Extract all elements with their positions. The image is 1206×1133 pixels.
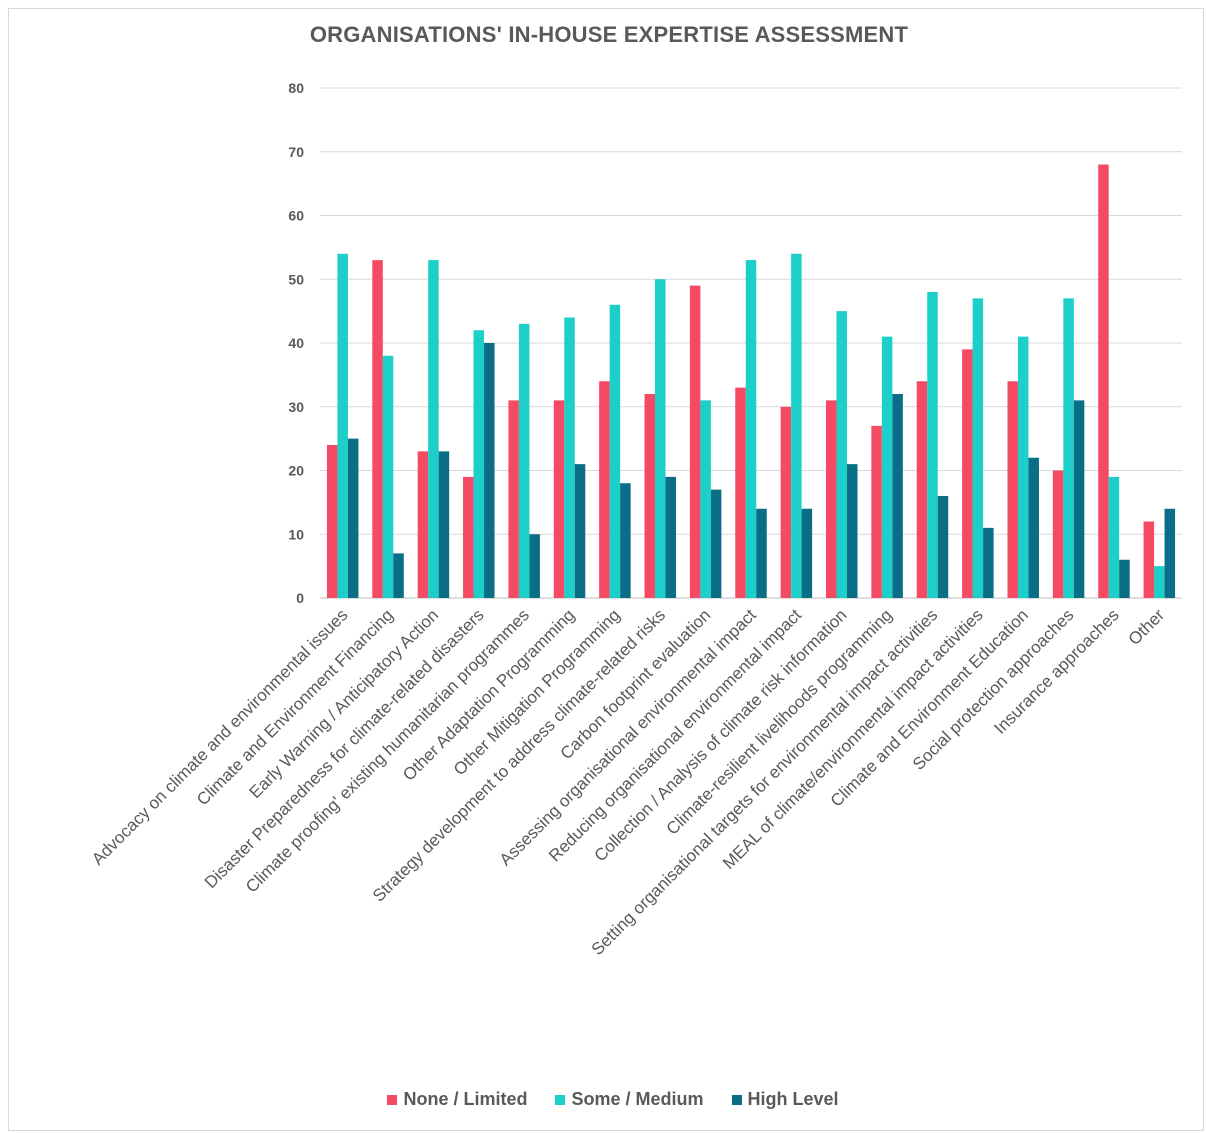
x-tick-label: Other xyxy=(1125,605,1169,649)
bar-some-medium-15 xyxy=(1017,336,1029,598)
bar-high-level-11 xyxy=(846,464,858,598)
bar-none-limited-13 xyxy=(916,381,928,598)
bar-some-medium-6 xyxy=(609,304,621,598)
bar-high-level-14 xyxy=(983,527,994,598)
y-tick-label: 40 xyxy=(288,335,304,351)
bar-some-medium-10 xyxy=(791,253,802,598)
bar-none-limited-8 xyxy=(689,285,701,598)
bar-some-medium-8 xyxy=(700,400,711,598)
chart-title: ORGANISATIONS' IN-HOUSE EXPERTISE ASSESS… xyxy=(309,22,909,47)
bar-some-medium-11 xyxy=(836,311,847,598)
bar-some-medium-16 xyxy=(1063,298,1074,598)
bar-some-medium-2 xyxy=(428,260,439,598)
bar-high-level-7 xyxy=(665,476,677,598)
bar-none-limited-5 xyxy=(553,400,565,598)
bar-high-level-2 xyxy=(438,451,450,598)
bar-some-medium-14 xyxy=(972,298,984,598)
bar-some-medium-0 xyxy=(337,253,348,598)
bar-high-level-3 xyxy=(484,343,495,598)
bar-high-level-12 xyxy=(892,394,903,598)
legend-label-high-level: High Level xyxy=(747,1089,839,1109)
y-tick-label: 30 xyxy=(288,399,304,415)
bar-none-limited-1 xyxy=(372,260,383,598)
legend-label-some-medium: Some / Medium xyxy=(571,1089,704,1109)
bar-high-level-1 xyxy=(393,553,404,598)
bar-none-limited-11 xyxy=(825,400,837,598)
bar-none-limited-9 xyxy=(735,387,746,598)
bar-none-limited-18 xyxy=(1143,521,1155,598)
bar-none-limited-16 xyxy=(1052,470,1064,598)
legend-item-none-limited: None / Limited xyxy=(387,1089,527,1110)
bar-some-medium-17 xyxy=(1108,476,1120,598)
legend-item-high-level: High Level xyxy=(731,1089,839,1110)
y-tick-label: 20 xyxy=(288,463,304,479)
bar-high-level-4 xyxy=(529,534,540,598)
bar-high-level-0 xyxy=(347,438,359,598)
bar-some-medium-13 xyxy=(927,292,938,598)
bar-high-level-10 xyxy=(801,508,813,598)
bar-high-level-16 xyxy=(1073,400,1085,598)
bar-some-medium-5 xyxy=(564,317,575,598)
bar-none-limited-2 xyxy=(417,451,429,598)
legend-item-some-medium: Some / Medium xyxy=(555,1089,704,1110)
y-tick-label: 80 xyxy=(288,80,304,96)
bar-high-level-17 xyxy=(1119,559,1130,598)
bar-high-level-15 xyxy=(1028,457,1039,598)
bar-high-level-5 xyxy=(574,464,586,598)
bar-none-limited-4 xyxy=(508,400,519,598)
bar-none-limited-12 xyxy=(871,425,882,598)
bar-some-medium-9 xyxy=(745,260,757,598)
legend-swatch-some-medium xyxy=(555,1094,566,1105)
legend-swatch-none-limited xyxy=(387,1094,398,1105)
bar-some-medium-4 xyxy=(518,323,530,598)
bar-none-limited-10 xyxy=(780,406,792,598)
bar-some-medium-18 xyxy=(1154,566,1165,598)
bar-some-medium-12 xyxy=(881,336,893,598)
y-tick-label: 50 xyxy=(288,271,304,287)
chart-legend: None / Limited Some / Medium High Level xyxy=(0,1089,1206,1110)
bar-high-level-13 xyxy=(937,496,949,598)
bar-none-limited-6 xyxy=(599,381,610,598)
bar-none-limited-3 xyxy=(463,476,474,598)
bar-high-level-18 xyxy=(1164,508,1176,598)
y-tick-label: 10 xyxy=(288,526,304,542)
bar-none-limited-0 xyxy=(326,445,338,598)
bar-some-medium-3 xyxy=(473,330,485,598)
bar-high-level-9 xyxy=(756,508,767,598)
bar-none-limited-14 xyxy=(962,349,973,598)
y-tick-label: 60 xyxy=(288,208,304,224)
bar-none-limited-7 xyxy=(644,394,656,598)
bar-none-limited-17 xyxy=(1098,164,1109,598)
bar-some-medium-1 xyxy=(382,355,394,598)
bar-high-level-8 xyxy=(710,489,722,598)
legend-swatch-high-level xyxy=(731,1094,742,1105)
bar-high-level-6 xyxy=(620,483,631,598)
legend-label-none-limited: None / Limited xyxy=(403,1089,528,1109)
bar-some-medium-7 xyxy=(655,279,666,598)
y-tick-label: 0 xyxy=(296,590,304,606)
y-tick-label: 70 xyxy=(288,144,304,160)
bar-none-limited-15 xyxy=(1007,381,1018,598)
